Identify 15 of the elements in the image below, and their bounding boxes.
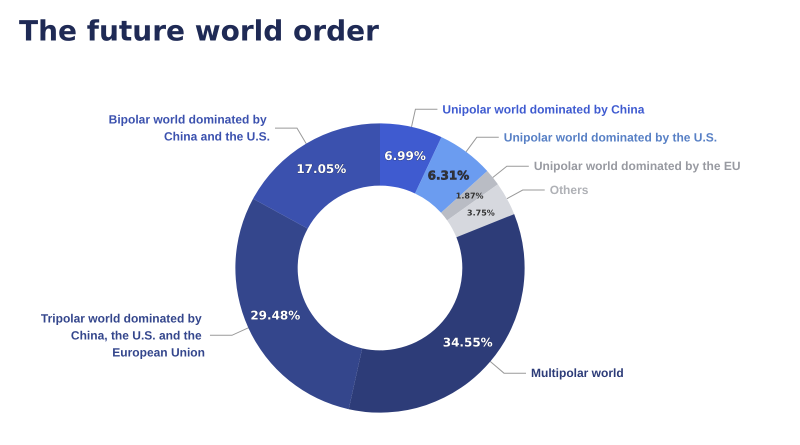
slice-label: Unipolar world dominated by the EU (534, 159, 741, 174)
slice-label: Unipolar world dominated by the U.S. (504, 130, 718, 144)
slice-label: Unipolar world dominated by China (442, 102, 645, 116)
data-label: 1.87% (456, 192, 484, 201)
slice-label: Bipolar world dominated by China and the U.S. (108, 112, 270, 144)
data-label: 6.31% (428, 168, 470, 183)
slice-label: Others (550, 183, 589, 198)
slice-label: Tripolar world dominated by China, the U.S. and the European Union (40, 311, 205, 360)
data-label: 6.99% (384, 148, 426, 163)
chart-title: The future world order (19, 14, 380, 48)
data-label: 3.75% (467, 208, 495, 218)
slice-label: Multipolar world (531, 366, 624, 380)
data-label: 29.48% (250, 308, 300, 323)
data-label: 17.05% (296, 162, 346, 176)
data-label: 34.55% (442, 335, 493, 350)
